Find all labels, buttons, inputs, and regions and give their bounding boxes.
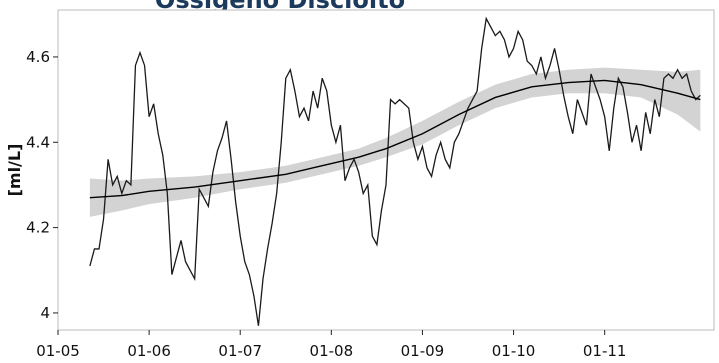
x-tick-label: 01-07 <box>218 342 262 360</box>
x-axis: 01-05 01-06 01-07 01-08 01-09 01-10 01-11 <box>36 330 626 360</box>
trend-confidence-band <box>89 67 701 217</box>
y-tick-label: 4.4 <box>26 133 50 151</box>
x-tick-label: 01-10 <box>492 342 536 360</box>
y-tick-label: 4 <box>40 304 50 322</box>
plot-area <box>57 9 715 331</box>
series-layer <box>89 16 701 326</box>
series-line-trend <box>89 79 701 199</box>
x-tick-label: 01-06 <box>127 342 171 360</box>
y-axis-label: [ml/L] <box>5 144 24 197</box>
series-line-observed <box>89 16 701 326</box>
y-axis: 4 4.2 4.4 4.6 <box>26 48 58 322</box>
y-tick-label: 4.6 <box>26 48 50 66</box>
confidence-band <box>89 67 701 217</box>
x-tick-label: 01-11 <box>583 342 627 360</box>
x-tick-label: 01-08 <box>310 342 354 360</box>
x-tick-label: 01-05 <box>36 342 80 360</box>
y-tick-label: 4.2 <box>26 219 50 237</box>
x-tick-label: 01-09 <box>401 342 445 360</box>
